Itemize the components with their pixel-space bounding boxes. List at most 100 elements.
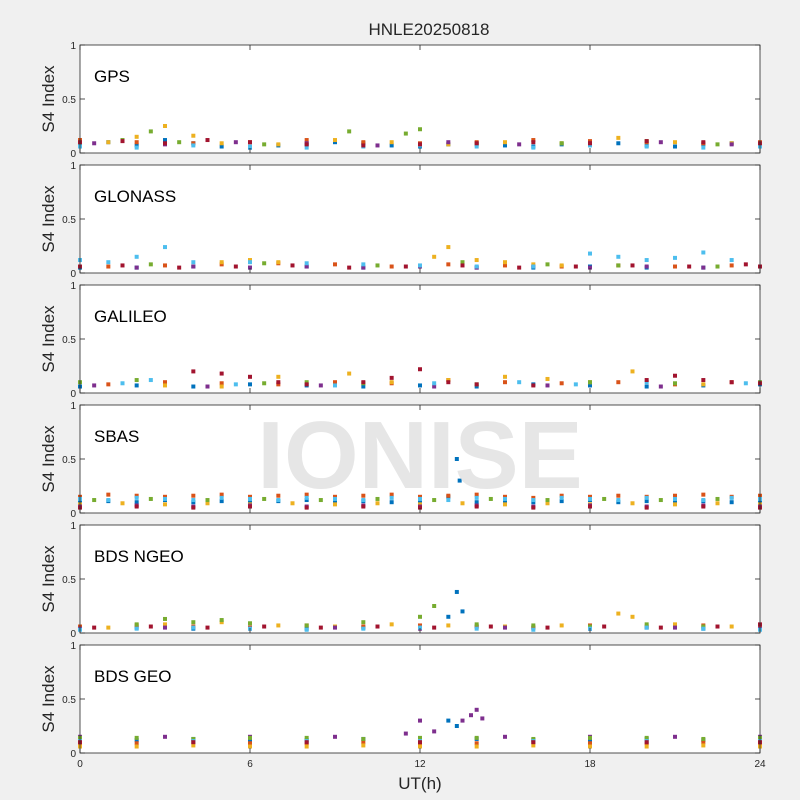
data-point [375, 624, 380, 629]
data-point [616, 611, 621, 616]
data-point [531, 623, 536, 628]
data-point [148, 378, 153, 383]
data-point [644, 264, 649, 269]
data-point [474, 622, 479, 627]
y-tick-label: 0.5 [62, 695, 76, 706]
y-axis-label: S4 Index [39, 185, 58, 253]
data-point [304, 492, 309, 497]
data-point [474, 258, 479, 263]
data-point [446, 262, 451, 267]
data-point [276, 623, 281, 628]
data-point [163, 622, 167, 627]
data-point [106, 492, 111, 497]
data-point [191, 498, 196, 503]
data-point [446, 142, 451, 147]
data-point [191, 736, 196, 741]
data-point [673, 734, 677, 739]
data-point [446, 378, 451, 383]
data-point [361, 498, 366, 503]
data-point [588, 251, 592, 256]
panel-1: 0 0.5 1 GLONASS S4 Index [39, 161, 762, 280]
data-point [219, 495, 224, 500]
data-point [446, 493, 451, 498]
data-point [701, 382, 706, 387]
data-point [318, 498, 323, 503]
data-point [276, 374, 281, 379]
data-point [446, 380, 451, 385]
data-point [588, 380, 592, 385]
data-point [616, 380, 621, 385]
y-axis-label: S4 Index [39, 305, 58, 373]
data-point [304, 382, 309, 387]
data-point [715, 501, 720, 506]
data-point [503, 734, 507, 739]
data-point [205, 501, 210, 506]
data-point [361, 143, 366, 148]
data-point [460, 260, 465, 265]
data-point [304, 623, 309, 628]
data-point [673, 373, 677, 378]
data-point [191, 384, 196, 389]
data-point [304, 142, 309, 147]
data-point [673, 496, 677, 501]
data-point [403, 731, 408, 736]
data-point [361, 740, 366, 745]
y-axis-label: S4 Index [39, 425, 58, 493]
data-point [219, 499, 224, 504]
data-point [333, 500, 337, 505]
data-point [644, 622, 649, 627]
y-tick-label: 0 [70, 149, 76, 160]
data-point [474, 264, 479, 269]
data-point [276, 493, 281, 498]
data-point [474, 144, 479, 149]
data-point [389, 140, 394, 145]
data-point [460, 718, 465, 723]
data-point [729, 258, 734, 263]
data-point [531, 140, 536, 145]
data-point [673, 493, 677, 498]
data-point [531, 495, 536, 500]
data-point [219, 492, 224, 497]
data-point [559, 263, 564, 268]
data-point [588, 383, 592, 388]
data-point [687, 264, 692, 269]
data-point [106, 260, 111, 265]
data-point [191, 740, 196, 745]
y-tick-label: 1 [70, 281, 76, 292]
data-point [333, 502, 337, 507]
data-point [191, 264, 196, 269]
data-point [134, 738, 139, 743]
data-point [92, 141, 97, 146]
data-point [432, 384, 437, 389]
data-point [602, 496, 607, 501]
data-point [389, 622, 394, 627]
data-point [134, 735, 139, 740]
data-point [403, 264, 408, 269]
data-point [545, 498, 550, 503]
data-point [134, 500, 139, 505]
data-point [531, 505, 536, 510]
data-point [474, 741, 479, 746]
data-point [454, 589, 459, 594]
data-point [460, 263, 465, 268]
data-point [469, 713, 473, 718]
data-point [531, 498, 536, 503]
data-point [177, 140, 182, 145]
data-point [545, 383, 550, 388]
data-point [503, 625, 507, 630]
data-point [673, 381, 677, 386]
data-point [361, 504, 366, 509]
data-point [531, 138, 536, 143]
data-point [248, 744, 252, 749]
data-point [474, 707, 479, 712]
data-point [418, 614, 422, 619]
data-point [517, 265, 522, 270]
panel-2: 0 0.5 1 GALILEO S4 Index [39, 281, 762, 400]
data-point [517, 380, 522, 385]
y-tick-label: 0.5 [62, 335, 76, 346]
data-point [304, 735, 309, 740]
data-point [503, 496, 507, 501]
panel-3: 0 0.5 1 SBAS S4 Index [39, 401, 762, 520]
data-point [474, 495, 479, 500]
data-point [375, 263, 380, 268]
